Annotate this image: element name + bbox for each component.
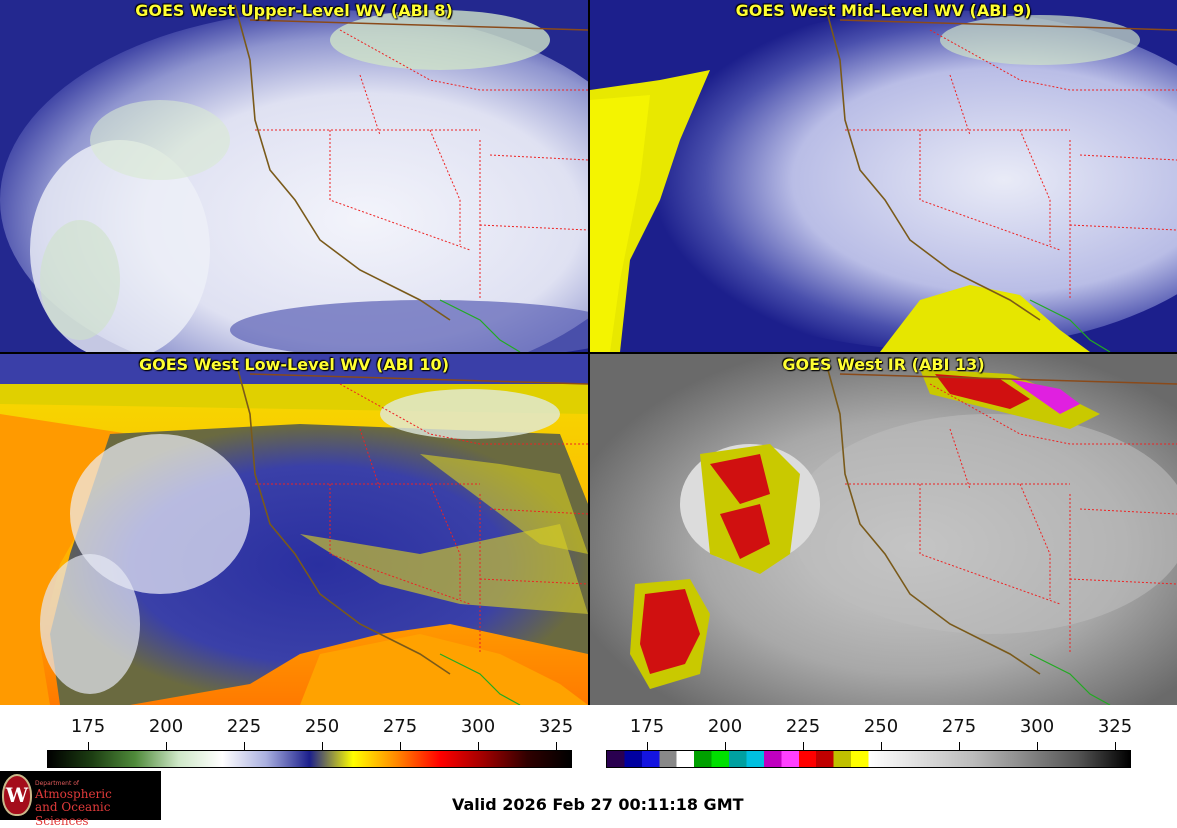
wv-colorbar-ticks: 175 200 225 250 275 300 325	[47, 716, 574, 742]
colorbar-tick-mark	[88, 742, 89, 750]
ir-colorbar-ticks: 175 200 225 250 275 300 325	[606, 716, 1133, 742]
logo-line-1: Atmospheric	[35, 787, 112, 801]
logo-dept: Department of	[35, 780, 79, 787]
colorbar-tick-mark	[725, 742, 726, 750]
logo-line-2: and Oceanic Sciences	[35, 800, 111, 828]
ir-tick-label: 325	[1097, 716, 1133, 737]
uw-seal-icon: W	[2, 774, 32, 816]
colorbar-tick-mark	[1115, 742, 1116, 750]
valid-time: Valid 2026 Feb 27 00:11:18 GMT	[452, 795, 744, 814]
colorbar-tick-mark	[400, 742, 401, 750]
panel-upper-level-wv: GOES West Upper-Level WV (ABI 8)	[0, 0, 588, 352]
panel-mid-level-wv: GOES West Mid-Level WV (ABI 9)	[590, 0, 1177, 352]
wv-tick-label: 175	[70, 716, 106, 737]
wv-tick-label: 275	[382, 716, 418, 737]
panel-divider-horizontal	[0, 352, 1177, 354]
colorbar-tick-mark	[881, 742, 882, 750]
panel-title: GOES West IR (ABI 13)	[782, 355, 985, 374]
colorbar-tick-mark	[322, 742, 323, 750]
colorbar-tick-mark	[556, 742, 557, 750]
panel-ir: GOES West IR (ABI 13)	[590, 354, 1177, 705]
ir-image	[590, 354, 1177, 705]
upper-level-wv-image	[0, 0, 588, 352]
ir-colorbar	[606, 750, 1131, 768]
low-level-wv-image	[0, 354, 588, 705]
wv-tick-label: 250	[304, 716, 340, 737]
colorbar-tick-mark	[244, 742, 245, 750]
wv-tick-label: 225	[226, 716, 262, 737]
wv-colorbar	[47, 750, 572, 768]
colorbar-tick-mark	[1037, 742, 1038, 750]
wv-tick-label: 300	[460, 716, 496, 737]
colorbar-tick-mark	[959, 742, 960, 750]
wv-tick-label: 200	[148, 716, 184, 737]
panel-low-level-wv: GOES West Low-Level WV (ABI 10)	[0, 354, 588, 705]
colorbar-tick-mark	[166, 742, 167, 750]
panel-title: GOES West Upper-Level WV (ABI 8)	[135, 1, 453, 20]
ir-tick-label: 250	[863, 716, 899, 737]
wv-tick-label: 325	[538, 716, 574, 737]
ir-tick-label: 175	[629, 716, 665, 737]
aos-logo: W Department of Atmospheric and Oceanic …	[0, 771, 161, 828]
colorbar-tick-mark	[647, 742, 648, 750]
ir-tick-label: 275	[941, 716, 977, 737]
ir-tick-label: 300	[1019, 716, 1055, 737]
ir-tick-label: 200	[707, 716, 743, 737]
colorbar-tick-mark	[803, 742, 804, 750]
ir-tick-label: 225	[785, 716, 821, 737]
mid-level-wv-image	[590, 0, 1177, 352]
colorbar-tick-mark	[478, 742, 479, 750]
panel-title: GOES West Low-Level WV (ABI 10)	[138, 355, 449, 374]
panel-title: GOES West Mid-Level WV (ABI 9)	[735, 1, 1032, 20]
